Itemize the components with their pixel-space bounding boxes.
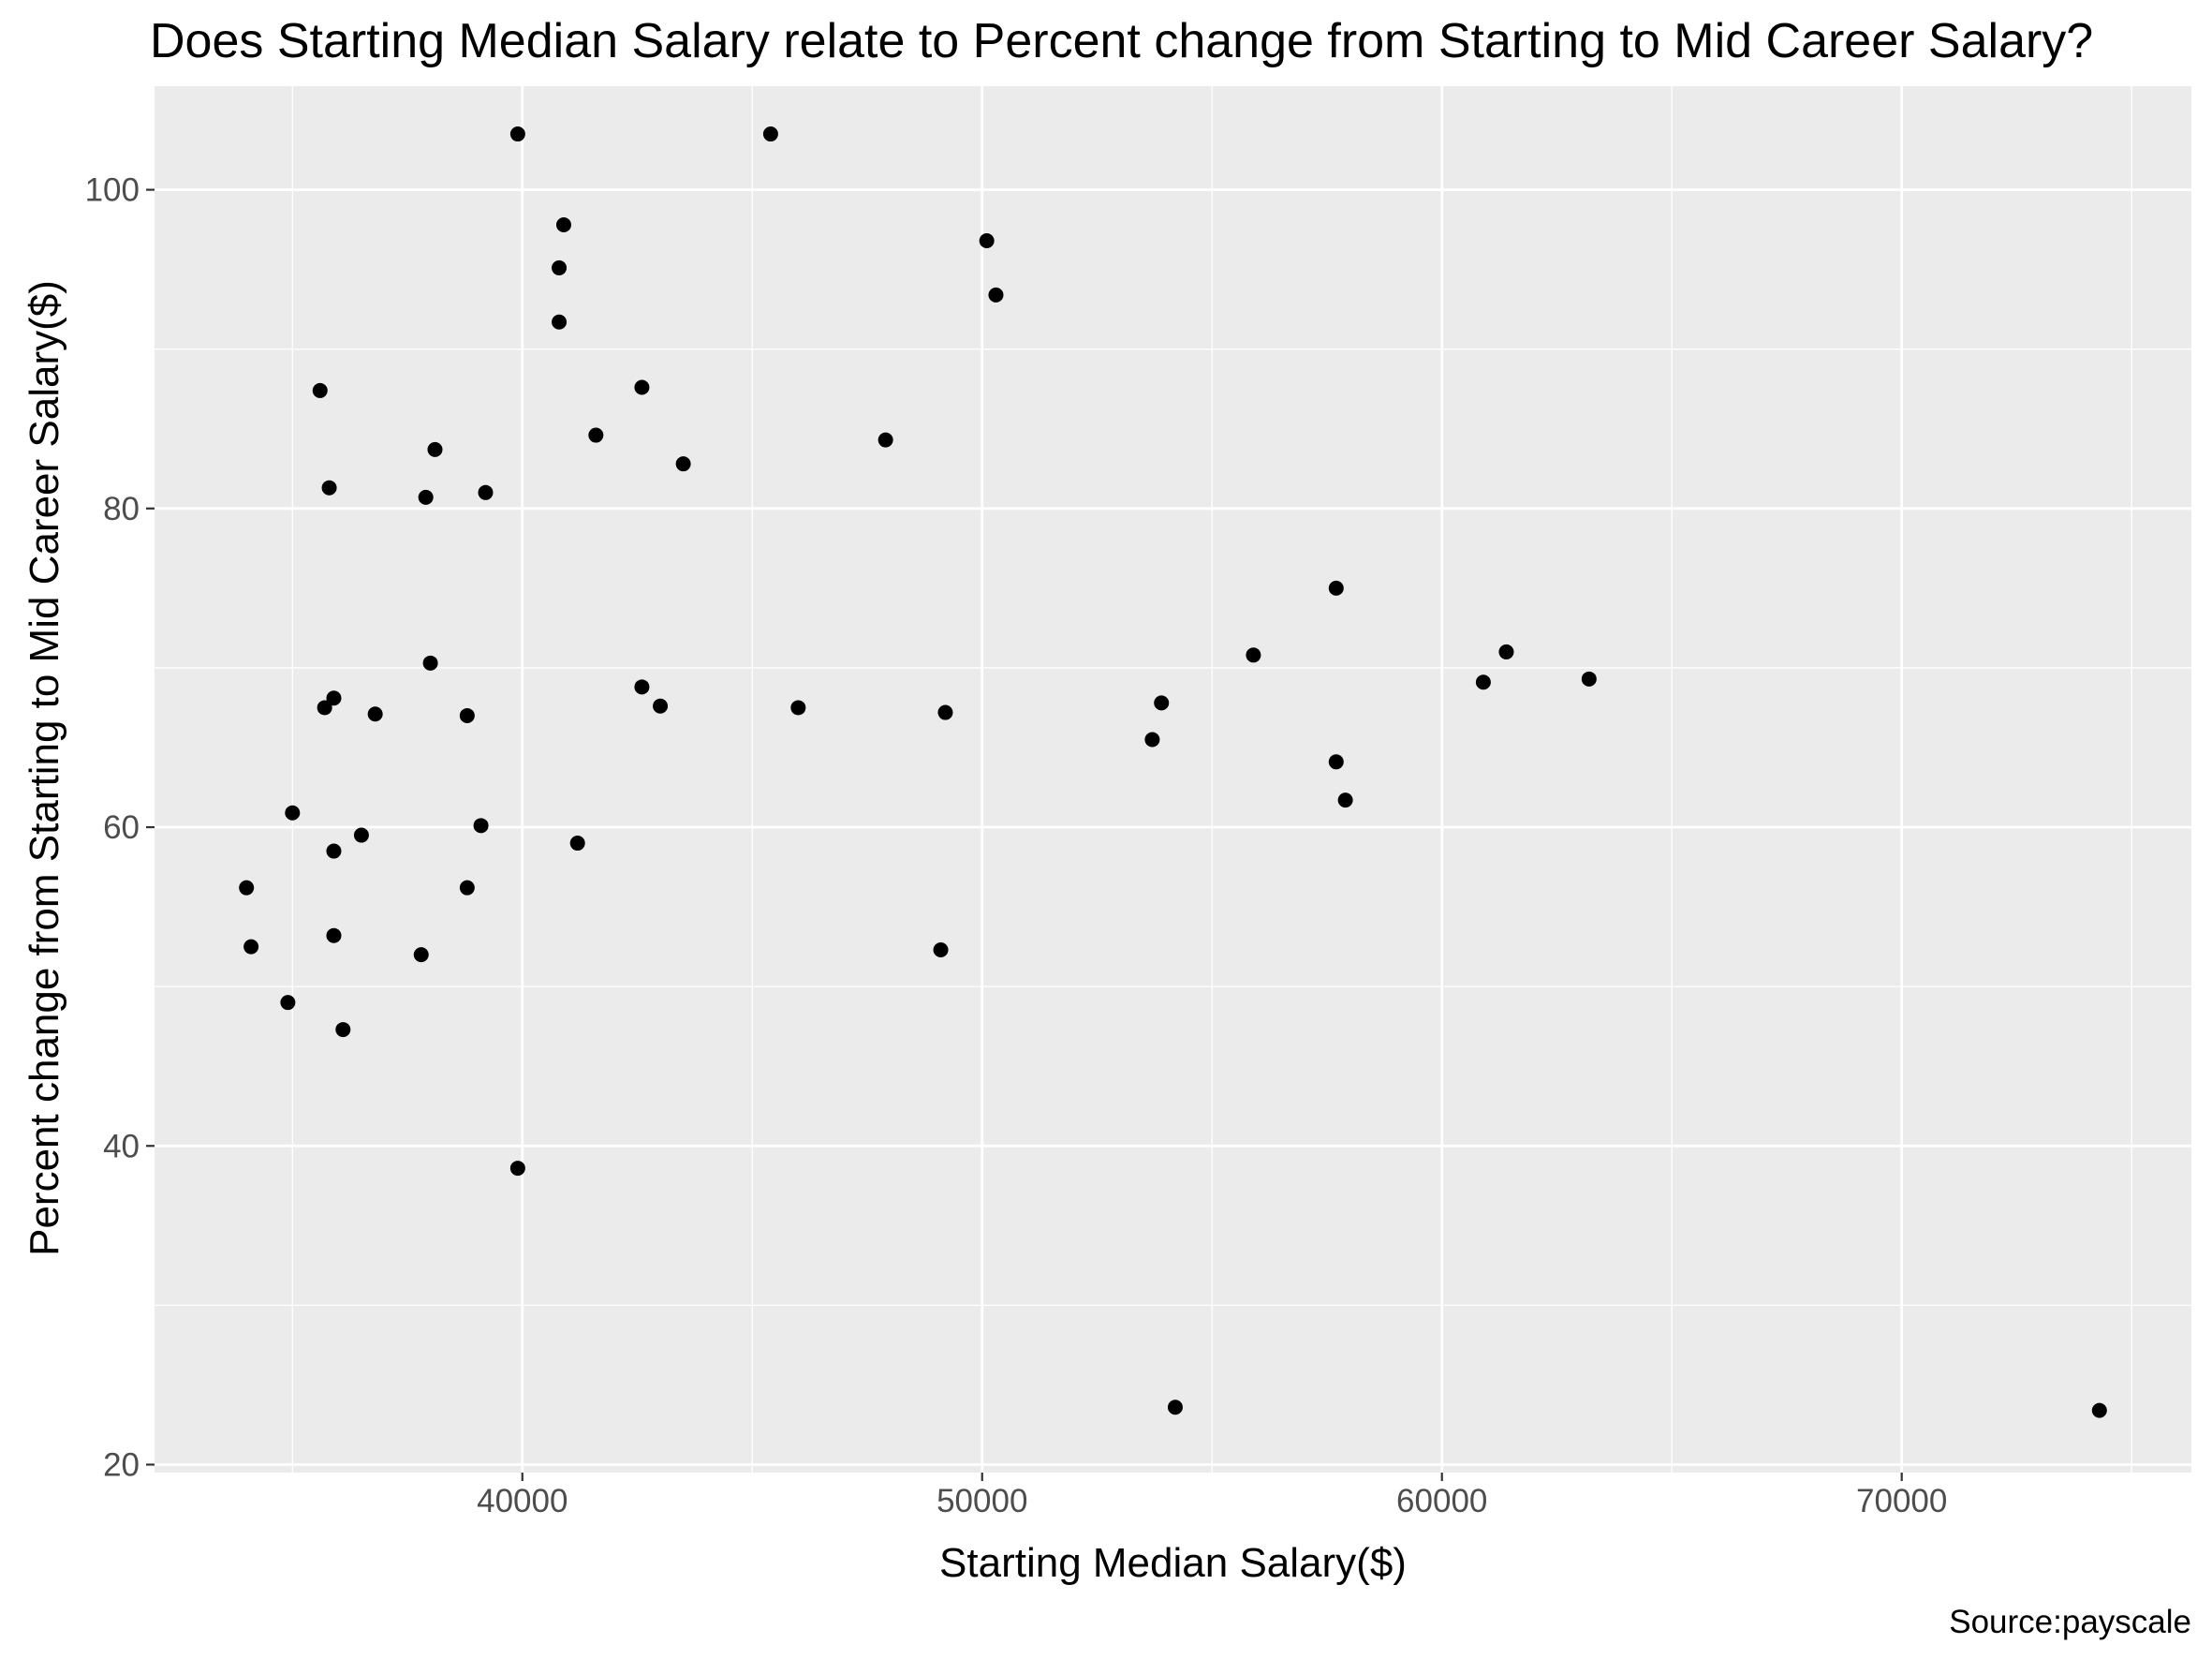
data-point <box>588 427 604 443</box>
data-point <box>634 679 650 695</box>
data-point <box>933 942 949 958</box>
x-tick-label: 50000 <box>936 1483 1027 1519</box>
y-tick-label: 20 <box>103 1446 140 1483</box>
data-point <box>422 655 438 671</box>
data-point <box>459 880 475 896</box>
source-caption: Source:payscale <box>1949 1604 2191 1640</box>
data-point <box>1144 732 1160 748</box>
data-point <box>1475 674 1491 690</box>
data-point <box>1328 580 1344 596</box>
data-point <box>1581 671 1597 687</box>
data-point <box>317 700 332 716</box>
data-point <box>937 704 953 720</box>
data-point <box>1498 644 1514 659</box>
data-point <box>413 947 429 963</box>
data-point <box>280 995 296 1011</box>
x-tick-label: 60000 <box>1396 1483 1487 1519</box>
y-tick-label: 40 <box>103 1128 140 1164</box>
data-point <box>1154 695 1170 711</box>
y-tick-label: 60 <box>103 809 140 846</box>
data-point <box>552 314 568 330</box>
data-point <box>326 927 342 943</box>
data-point <box>653 698 669 714</box>
data-point <box>312 382 328 398</box>
data-point <box>979 233 995 249</box>
data-point <box>418 489 434 505</box>
data-point <box>555 217 571 232</box>
data-point <box>239 880 255 896</box>
data-point <box>877 432 893 448</box>
chart-title: Does Starting Median Salary relate to Pe… <box>150 14 2094 68</box>
y-axis-label: Percent change from Starting to Mid Care… <box>22 280 67 1256</box>
plot-panel <box>155 86 2191 1473</box>
data-point <box>473 818 489 834</box>
data-point <box>427 441 443 457</box>
data-point <box>353 827 369 843</box>
data-point <box>326 843 342 859</box>
data-point <box>2091 1402 2107 1418</box>
data-point <box>243 939 259 955</box>
data-point <box>552 259 568 275</box>
data-point <box>762 126 778 142</box>
data-point <box>569 836 585 852</box>
data-point <box>509 1161 525 1177</box>
data-point <box>285 805 301 821</box>
x-axis-label: Starting Median Salary($) <box>939 1540 1407 1586</box>
data-point <box>326 690 342 706</box>
y-tick-label: 100 <box>85 172 140 209</box>
x-tick-label: 40000 <box>477 1483 568 1519</box>
data-point <box>459 707 475 723</box>
data-point <box>634 379 650 395</box>
x-tick-label: 70000 <box>1856 1483 1947 1519</box>
data-point <box>509 126 525 142</box>
data-point <box>675 456 691 472</box>
data-point <box>988 287 1004 303</box>
data-point <box>1328 754 1344 770</box>
y-tick-label: 80 <box>103 491 140 527</box>
data-point <box>321 480 337 496</box>
data-point <box>1167 1400 1183 1415</box>
data-point <box>478 484 494 500</box>
data-point <box>790 700 806 716</box>
data-point <box>367 706 383 722</box>
data-point <box>1246 647 1261 663</box>
data-point <box>335 1022 351 1038</box>
data-point <box>1337 792 1353 808</box>
